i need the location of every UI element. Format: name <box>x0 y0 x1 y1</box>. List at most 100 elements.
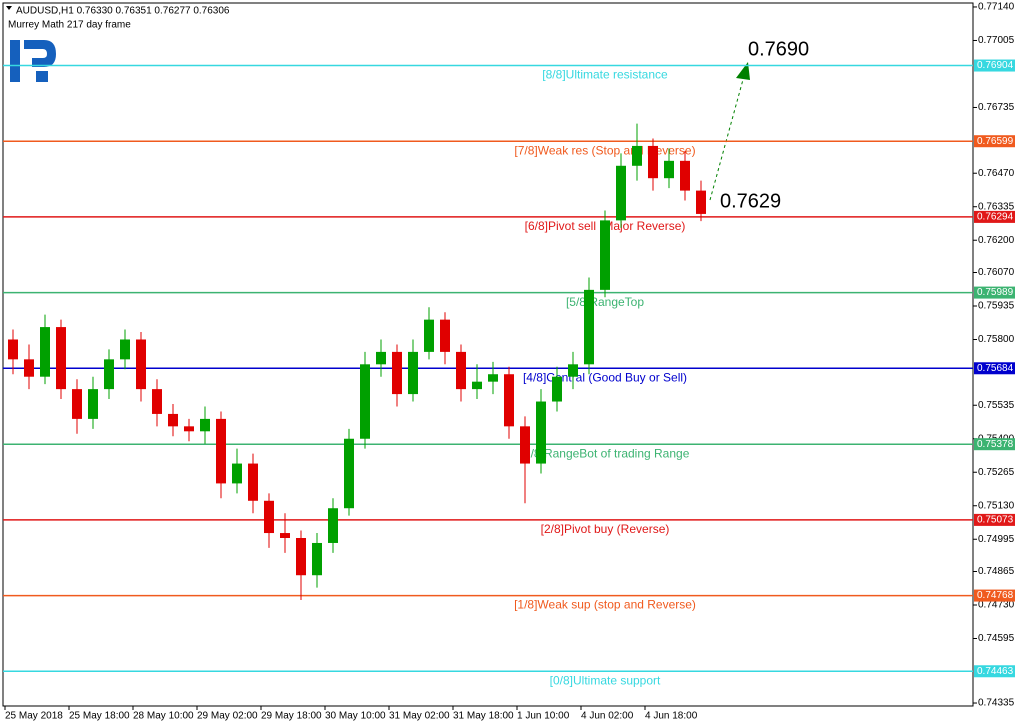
menu-arrow <box>6 6 12 10</box>
price-box-label: 0.75989 <box>977 287 1014 298</box>
y-tick-label: 0.76735 <box>978 102 1015 113</box>
plot-frame <box>2 2 974 707</box>
level-label: [7/8]Weak res (Stop and Reverse) <box>514 143 695 157</box>
x-tick-label: 25 May 2018 <box>5 711 63 722</box>
candle-body <box>328 508 338 543</box>
price-box <box>974 513 1015 526</box>
y-tick-label: 0.76335 <box>978 201 1015 212</box>
y-tick-label: 0.77140 <box>978 2 1015 13</box>
candle-body <box>360 364 370 439</box>
y-tick-label: 0.77005 <box>978 35 1015 46</box>
candle-body <box>648 145 658 179</box>
y-tick-label: 0.74730 <box>978 600 1015 611</box>
logo <box>10 40 56 82</box>
price-box-label: 0.75684 <box>977 363 1014 374</box>
y-tick-label: 0.74595 <box>978 633 1015 644</box>
candle-body <box>504 374 514 427</box>
candle-body <box>312 542 322 576</box>
price-box <box>974 59 1015 72</box>
annotation: 0.7629 <box>720 190 781 212</box>
candle-body <box>392 351 402 395</box>
candle-body <box>520 426 530 464</box>
candle-body <box>664 160 674 179</box>
level-label: [3/8]RangeBot of trading Range <box>521 446 690 460</box>
candle-body <box>216 418 226 484</box>
x-tick-label: 31 May 18:00 <box>453 711 514 722</box>
x-tick-label: 31 May 02:00 <box>389 711 450 722</box>
candle-body <box>168 413 178 427</box>
price-box-label: 0.74463 <box>977 666 1014 677</box>
candle-body <box>696 190 706 214</box>
price-box <box>974 589 1015 602</box>
subtitle: Murrey Math 217 day frame <box>8 20 131 31</box>
candle-body <box>600 220 610 290</box>
level-label: [8/8]Ultimate resistance <box>542 68 668 82</box>
y-tick-label: 0.75535 <box>978 400 1015 411</box>
candle-body <box>248 463 258 501</box>
x-tick-label: 25 May 18:00 <box>69 711 130 722</box>
y-tick-label: 0.75935 <box>978 301 1015 312</box>
candle-body <box>632 145 642 166</box>
candle-body <box>200 418 210 432</box>
y-tick-label: 0.74335 <box>978 698 1015 709</box>
candle-body <box>280 533 290 539</box>
level-label: [4/8]Central (Good Buy or Sell) <box>523 370 687 384</box>
price-box-label: 0.76294 <box>977 212 1014 223</box>
candle-body <box>24 359 34 377</box>
candle-body <box>408 351 418 395</box>
candle-body <box>424 319 434 352</box>
candle-body <box>536 401 546 464</box>
annotation: 0.7690 <box>748 38 809 60</box>
candle-body <box>376 351 386 365</box>
price-box <box>974 286 1015 299</box>
price-box <box>974 438 1015 451</box>
level-label: [2/8]Pivot buy (Reverse) <box>541 522 670 536</box>
y-tick-label: 0.76200 <box>978 235 1015 246</box>
candle-body <box>344 438 354 509</box>
y-tick-label: 0.76070 <box>978 267 1015 278</box>
arrow-head <box>736 62 750 80</box>
candle-body <box>104 359 114 390</box>
price-box-label: 0.75073 <box>977 515 1014 526</box>
price-box-label: 0.76599 <box>977 136 1014 147</box>
candle-body <box>552 376 562 402</box>
price-box-label: 0.76904 <box>977 60 1014 71</box>
price-box <box>974 362 1015 375</box>
price-box <box>974 210 1015 223</box>
x-tick-label: 29 May 18:00 <box>261 711 322 722</box>
level-label: [0/8]Ultimate support <box>550 673 661 687</box>
y-tick-label: 0.75265 <box>978 467 1015 478</box>
price-box-label: 0.75378 <box>977 439 1014 450</box>
candle-body <box>120 339 130 360</box>
x-tick-label: 30 May 10:00 <box>325 711 386 722</box>
candle-body <box>40 327 50 377</box>
x-tick-label: 29 May 02:00 <box>197 711 258 722</box>
candle-body <box>56 327 66 390</box>
x-tick-label: 1 Jun 10:00 <box>517 711 570 722</box>
x-tick-label: 28 May 10:00 <box>133 711 194 722</box>
price-box <box>974 135 1015 148</box>
candle-body <box>568 364 578 377</box>
candle-body <box>584 289 594 365</box>
candle-body <box>184 426 194 432</box>
candle-body <box>488 374 498 382</box>
candle-body <box>152 389 162 414</box>
y-tick-label: 0.75800 <box>978 334 1015 345</box>
candle-body <box>264 500 274 534</box>
candle-body <box>232 463 242 484</box>
x-tick-label: 4 Jun 18:00 <box>645 711 698 722</box>
candle-body <box>8 339 18 360</box>
y-tick-label: 0.74865 <box>978 566 1015 577</box>
level-label: [1/8]Weak sup (stop and Reverse) <box>514 598 696 612</box>
candle-body <box>680 160 690 191</box>
candle-body <box>616 165 626 221</box>
candle-body <box>296 538 306 576</box>
price-box-label: 0.74768 <box>977 590 1014 601</box>
candle-body <box>440 319 450 352</box>
candle-body <box>136 339 146 390</box>
x-tick-label: 4 Jun 02:00 <box>581 711 634 722</box>
price-box <box>974 665 1015 678</box>
header: AUDUSD,H1 0.76330 0.76351 0.76277 0.7630… <box>16 6 230 17</box>
candle-body <box>72 389 82 419</box>
